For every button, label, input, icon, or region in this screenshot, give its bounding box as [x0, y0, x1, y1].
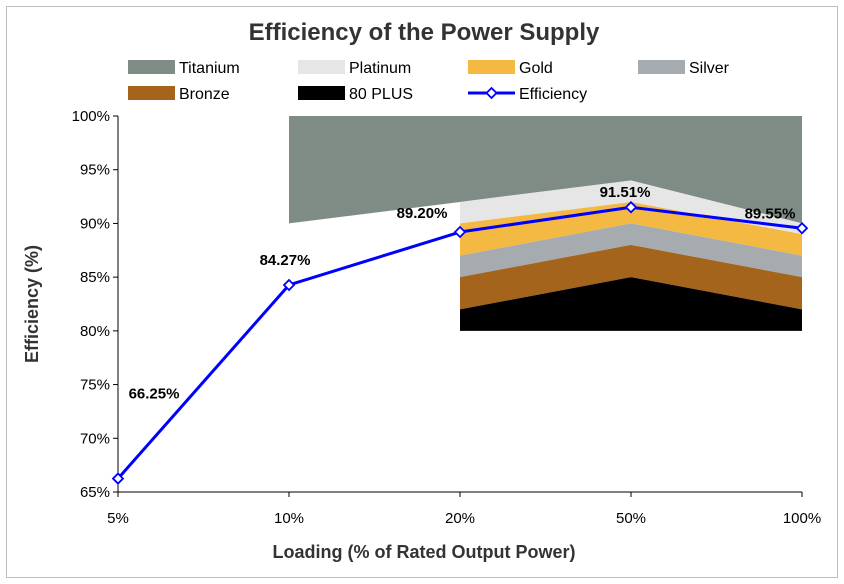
y-tick-label: 80%: [80, 323, 110, 340]
efficiency-point: [453, 225, 467, 239]
legend: Titanium Platinum Gold Silver Bronze 80 PLUS E…: [128, 60, 730, 103]
x-tick-label: 50%: [616, 510, 646, 527]
legend-label: Bronze: [179, 86, 230, 103]
certification-bands: [289, 116, 802, 331]
y-tick-label: 65%: [80, 484, 110, 501]
data-label: 66.25%: [129, 386, 180, 403]
y-axis-title: Efficiency (%): [22, 245, 42, 363]
data-label: 89.20%: [397, 205, 448, 222]
legend-label: Platinum: [349, 60, 411, 77]
band-silver: [460, 223, 802, 278]
y-tick-label: 90%: [80, 215, 110, 232]
y-tick-label: 100%: [72, 108, 110, 125]
y-tick-label: 75%: [80, 377, 110, 394]
legend-swatch: [638, 60, 685, 74]
efficiency-point: [624, 200, 638, 214]
legend-label: Titanium: [179, 60, 240, 77]
legend-item-gold: Gold: [468, 60, 553, 77]
band-80-plus: [460, 277, 802, 331]
data-label: 84.27%: [260, 252, 311, 269]
efficiency-point: [795, 221, 809, 235]
data-label: 91.51%: [600, 184, 651, 201]
legend-item-platinum: Platinum: [298, 60, 411, 77]
legend-swatch: [298, 60, 345, 74]
chart-title: Efficiency of the Power Supply: [249, 19, 600, 46]
y-tick-label: 70%: [80, 430, 110, 447]
x-tick-label: 100%: [783, 510, 821, 527]
legend-item-titanium: Titanium: [128, 60, 240, 77]
legend-label: Gold: [519, 60, 553, 77]
x-tick-label: 5%: [107, 510, 129, 527]
legend-item-80-plus: 80 PLUS: [298, 86, 413, 103]
legend-item-bronze: Bronze: [128, 86, 230, 103]
efficiency-point: [111, 472, 125, 485]
x-tick-label: 20%: [445, 510, 475, 527]
legend-swatch: [128, 86, 175, 100]
x-tick-label: 10%: [274, 510, 304, 527]
legend-swatch: [128, 60, 175, 74]
x-axis-title: Loading (% of Rated Output Power): [273, 542, 576, 562]
band-gold: [460, 201, 802, 256]
data-label: 89.55%: [745, 205, 796, 222]
legend-item-silver: Silver: [638, 60, 730, 77]
band-titanium: [289, 116, 802, 224]
legend-swatch: [468, 60, 515, 74]
legend-label: Efficiency: [519, 86, 587, 103]
legend-label: 80 PLUS: [349, 86, 413, 103]
efficiency-series: 66.25% 84.27% 89.20% 91.51% 89.55%: [111, 184, 809, 485]
legend-label: Silver: [689, 60, 730, 77]
y-tick-label: 95%: [80, 162, 110, 179]
y-tick-label: 85%: [80, 269, 110, 286]
legend-item-efficiency: Efficiency: [468, 86, 587, 103]
axes: 65% 70% 75% 80% 85% 90% 95% 100% 5% 10% 20% 50% 100%: [72, 108, 822, 527]
legend-swatch: [298, 86, 345, 100]
efficiency-point: [282, 278, 296, 292]
band-platinum: [460, 180, 802, 235]
legend-marker: [485, 86, 498, 100]
